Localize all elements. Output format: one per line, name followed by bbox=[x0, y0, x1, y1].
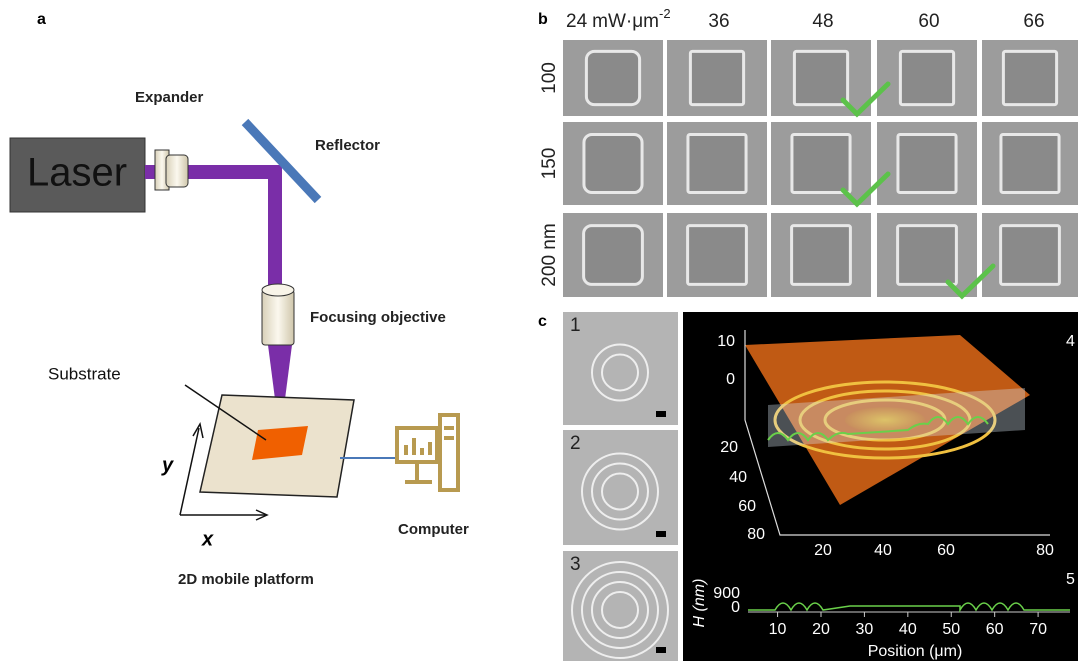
panel-number: 4 bbox=[1066, 333, 1075, 350]
x-tick-label: 80 bbox=[1036, 542, 1054, 559]
profile-x-tick: 70 bbox=[1029, 621, 1047, 638]
column-label: 66 bbox=[1023, 11, 1044, 32]
panel-label: a bbox=[37, 11, 46, 28]
row-label: 100 bbox=[539, 62, 560, 94]
axis-x-label: x bbox=[201, 528, 214, 550]
z-tick-label: 10 bbox=[717, 333, 735, 350]
beam bbox=[268, 165, 282, 290]
sem-square bbox=[584, 226, 643, 285]
inset-label: 3 bbox=[570, 554, 581, 575]
scale-bar bbox=[656, 647, 666, 653]
sem-square bbox=[690, 51, 743, 104]
objective-top bbox=[262, 284, 294, 296]
sem-square bbox=[898, 134, 956, 192]
profile-y-tick: 0 bbox=[731, 599, 740, 616]
substrate-label: Substrate bbox=[48, 364, 121, 383]
expander-label: Expander bbox=[135, 89, 204, 106]
sem-square bbox=[792, 134, 850, 192]
profile-x-tick: 60 bbox=[986, 621, 1004, 638]
column-value: 24 bbox=[566, 11, 588, 32]
sem-square bbox=[584, 134, 642, 192]
y-tick-label: 40 bbox=[729, 469, 747, 486]
computer-icon bbox=[397, 415, 458, 490]
inset-label: 2 bbox=[570, 433, 581, 454]
y-axis bbox=[180, 428, 199, 515]
figure: a Laser Expander Reflector Focusing obje… bbox=[0, 0, 1078, 661]
laser-label: Laser bbox=[27, 151, 127, 195]
profile-x-label: Position (μm) bbox=[868, 643, 963, 660]
sem-square bbox=[900, 51, 953, 104]
axis-y-label: y bbox=[161, 454, 174, 476]
objective bbox=[262, 290, 294, 345]
insets: 1 2 3 bbox=[563, 312, 678, 661]
sem-square bbox=[1001, 226, 1060, 285]
column-unit: mW·μm bbox=[592, 11, 659, 32]
profile-x-tick: 40 bbox=[899, 621, 917, 638]
column-label: 48 bbox=[812, 11, 833, 32]
y-tick-label: 60 bbox=[738, 498, 756, 515]
column-exponent: -2 bbox=[659, 6, 671, 21]
sem-square bbox=[1003, 51, 1056, 104]
reflector-label: Reflector bbox=[315, 137, 380, 154]
sem-square bbox=[586, 51, 639, 104]
x-tick-label: 60 bbox=[937, 542, 955, 559]
x-tick-label: 20 bbox=[814, 542, 832, 559]
profile-x-tick: 30 bbox=[856, 621, 874, 638]
profile-x-tick: 20 bbox=[812, 621, 830, 638]
objective-label: Focusing objective bbox=[310, 309, 446, 326]
expander-body bbox=[166, 155, 188, 187]
row-label: 200 nm bbox=[539, 223, 560, 286]
inset-label: 1 bbox=[570, 315, 581, 336]
sem-square bbox=[792, 226, 851, 285]
page: {"panel_a": {"label": "a", "laser": "Las… bbox=[0, 0, 1078, 661]
panel-label: b bbox=[538, 11, 548, 28]
platform-label: 2D mobile platform bbox=[178, 571, 314, 588]
sem-square bbox=[688, 134, 746, 192]
y-tick-label: 20 bbox=[720, 439, 738, 456]
substrate bbox=[252, 426, 308, 460]
column-label: 60 bbox=[918, 11, 939, 32]
scale-bar bbox=[656, 411, 666, 417]
sem-square bbox=[688, 226, 747, 285]
column-label: 36 bbox=[708, 11, 729, 32]
profile-x-tick: 10 bbox=[769, 621, 787, 638]
sem-square bbox=[898, 226, 957, 285]
panel-label: c bbox=[538, 313, 547, 330]
sem-square bbox=[1001, 134, 1059, 192]
y-tick-label: 80 bbox=[747, 526, 765, 543]
row-label: 150 bbox=[539, 148, 560, 180]
sem-square bbox=[794, 51, 847, 104]
x-tick-label: 40 bbox=[874, 542, 892, 559]
computer-label: Computer bbox=[398, 521, 469, 538]
scale-bar bbox=[656, 531, 666, 537]
z-tick-label: 0 bbox=[726, 371, 735, 388]
profile-y-label: H (nm) bbox=[691, 579, 708, 628]
profile-x-tick: 50 bbox=[942, 621, 960, 638]
panel-number: 5 bbox=[1066, 571, 1075, 588]
